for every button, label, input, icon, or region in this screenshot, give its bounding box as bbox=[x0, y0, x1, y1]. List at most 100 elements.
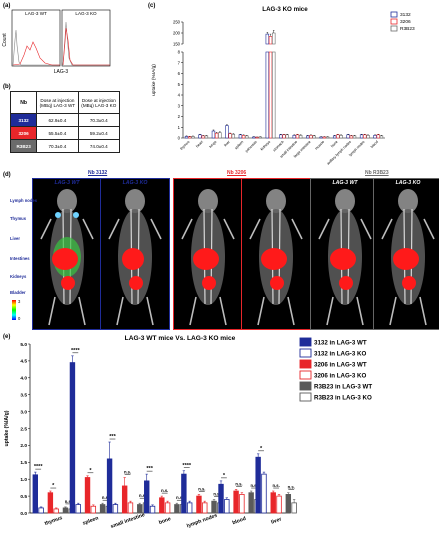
chart-e-legend-label: 3132 in LAG-3 KO bbox=[314, 351, 366, 358]
spect-ct-image-label: LAG-3 WT bbox=[54, 180, 80, 186]
chart-e-ytick-label: 3.0 bbox=[20, 409, 27, 415]
chart-c-bar bbox=[298, 135, 303, 139]
chart-c-bar bbox=[184, 136, 189, 139]
dose-table: Nb Dose at injection (MBq) LAG-3 WT Dose… bbox=[9, 91, 121, 153]
chart-c-xtick-label: stomach bbox=[272, 140, 284, 152]
dose-table-row: 3206 55.5±0.4 59.2±0.4 bbox=[9, 126, 121, 140]
chart-e-sig-label: **** bbox=[71, 348, 81, 354]
chart-c-ytick-label: 150 bbox=[173, 42, 181, 47]
spect-ct-image: LAG-3 WT bbox=[173, 178, 243, 330]
chart-e-bar bbox=[121, 485, 128, 514]
chart-c-title: LAG-3 KO mice bbox=[262, 6, 308, 13]
chart-e-xtick-label: thymus bbox=[44, 515, 63, 527]
chart-c-bar bbox=[325, 136, 330, 139]
chart-c-ytick-label: 200 bbox=[173, 31, 181, 36]
organ-label: Intestines bbox=[10, 256, 30, 261]
chart-e-sig-label: * bbox=[52, 483, 55, 489]
chart-c-bar bbox=[231, 133, 236, 139]
chart-e-bar bbox=[174, 504, 180, 514]
chart-e-legend-swatch bbox=[299, 392, 312, 402]
chart-e-sig-label: n.s. bbox=[102, 495, 109, 500]
chart-e-bar bbox=[53, 508, 59, 514]
mouse-scan bbox=[249, 189, 303, 326]
chart-e-bar bbox=[38, 507, 44, 514]
chart-c-bar bbox=[346, 134, 350, 139]
dose-row-ko: 59.2±0.4 bbox=[77, 126, 121, 140]
chart-c-bar bbox=[191, 136, 195, 139]
dose-row-nb: 3206 bbox=[9, 126, 38, 140]
chart-c-bar bbox=[279, 134, 283, 139]
chart-e-legend-swatch bbox=[299, 370, 312, 380]
chart-e-ytick-label: 0.0 bbox=[20, 511, 27, 517]
color-scale-max: 3 bbox=[18, 299, 21, 304]
chart-e-sig-label: * bbox=[223, 473, 226, 479]
chart-e-bar bbox=[285, 494, 292, 514]
chart-c-bar bbox=[332, 135, 337, 139]
panel-a-letter: (a) bbox=[3, 3, 11, 9]
chart-e-bar bbox=[276, 495, 282, 514]
dose-table-header-ko: Dose at injection (MBq) LAG-3 KO bbox=[77, 91, 121, 114]
chart-c-bar bbox=[379, 135, 384, 139]
chart-c-bar bbox=[245, 135, 249, 139]
chart-c-xtick-label: bone bbox=[330, 140, 338, 148]
chart-e-ytick-label: 3.5 bbox=[20, 393, 27, 399]
chart-e-sig-label: *** bbox=[109, 434, 116, 440]
chart-e-legend-swatch bbox=[299, 381, 312, 391]
chart-c-bar bbox=[319, 136, 323, 139]
chart-c-xtick-label: thymus bbox=[179, 140, 190, 151]
chart-c-bar bbox=[306, 135, 310, 139]
panel-d: Nb 3132 Nb 3206 Nb R3B23 LAG-3 WT LAG-3 K… bbox=[10, 170, 439, 330]
wt-vs-ko-chart: LAG-3 WT mice Vs. LAG-3 KO mice uptake (%… bbox=[4, 335, 372, 530]
chart-e-legend-label: R3B23 in LAG-3 KO bbox=[314, 395, 372, 402]
chart-c-bar bbox=[373, 135, 377, 139]
chart-e-bar bbox=[248, 492, 254, 514]
chart-e-legend-swatch bbox=[299, 359, 312, 369]
chart-c-bar bbox=[285, 134, 289, 139]
spect-ct-image: LAG-3 KO bbox=[373, 178, 439, 330]
chart-c-bar bbox=[228, 133, 232, 139]
chart-c-bar bbox=[214, 132, 219, 139]
chart-c-bar bbox=[312, 135, 316, 139]
chart-e-bar bbox=[239, 494, 245, 514]
chart-e-legend-label: 3206 in LAG-3 KO bbox=[314, 373, 366, 380]
chart-c-legend-label: 3206 bbox=[400, 19, 411, 25]
chart-c-bar bbox=[241, 135, 246, 139]
chart-c-legend-swatch bbox=[390, 25, 398, 32]
chart-c-xtick-label: liver bbox=[223, 139, 231, 147]
chart-c-bar bbox=[376, 134, 380, 139]
chart-e-ytick-label: 2.0 bbox=[20, 443, 27, 449]
dose-table-header-nb: Nb bbox=[9, 91, 38, 114]
chart-c-xtick-label: muscle bbox=[314, 140, 325, 151]
chart-c-legend-label: R3B23 bbox=[400, 26, 415, 32]
chart-c-bar bbox=[255, 136, 259, 139]
spect-ct-image: LAG-3 WT bbox=[32, 178, 102, 330]
chart-e-bar bbox=[90, 505, 97, 514]
image-group-title: Nb 3206 bbox=[227, 170, 247, 176]
chart-c-ytick-label: 7 bbox=[178, 60, 181, 65]
panel-b-letter: (b) bbox=[3, 84, 11, 90]
chart-c-ylabel: uptake (%IA/g) bbox=[151, 64, 157, 96]
chart-e-sig-label: n.s. bbox=[250, 483, 257, 488]
chart-e-sig-label: n.s. bbox=[213, 491, 220, 496]
chart-c-bar bbox=[349, 135, 354, 139]
dose-table-row: R3B23 70.3±0.4 74.0±0.4 bbox=[9, 139, 121, 153]
mouse-scan bbox=[381, 189, 435, 326]
chart-e-bar bbox=[47, 492, 54, 514]
dose-row-nb: 3132 bbox=[9, 113, 38, 127]
chart-c-xtick-label: spleen bbox=[234, 140, 244, 150]
chart-c-xtick-label: kidneys bbox=[260, 140, 272, 152]
chart-e-ytick-label: 1.5 bbox=[20, 460, 27, 466]
histogram-ko-stain bbox=[62, 27, 110, 66]
spect-ct-image-label: LAG-3 KO bbox=[395, 180, 421, 186]
chart-c-bar bbox=[363, 134, 367, 139]
spect-ct-image-label: LAG-3 WT bbox=[195, 180, 221, 186]
chart-c-bar bbox=[359, 134, 364, 139]
panel-d-letter: (d) bbox=[3, 172, 11, 178]
chart-c-xtick-label: axillary lymph nodes bbox=[326, 140, 352, 166]
dose-row-wt: 55.5±0.4 bbox=[36, 126, 79, 140]
chart-e-xtick-label: spleen bbox=[82, 515, 99, 526]
chart-c-ytick-label: 2 bbox=[178, 114, 181, 119]
image-group-title: Nb 3132 bbox=[88, 170, 108, 176]
chart-c-bar bbox=[309, 135, 313, 139]
chart-e-bar bbox=[106, 458, 113, 514]
